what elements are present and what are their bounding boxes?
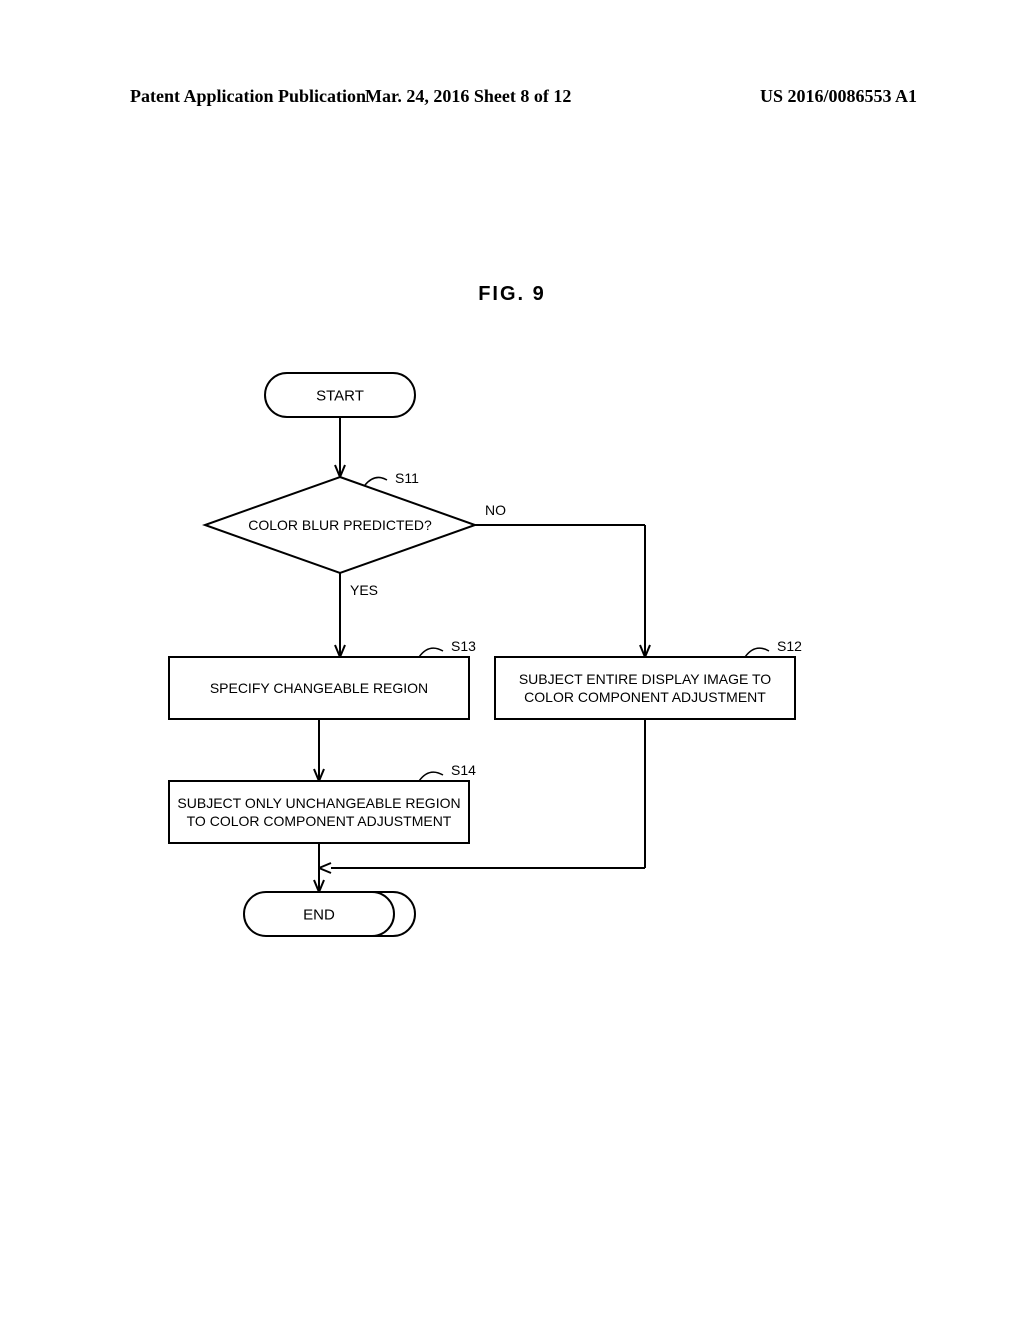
process-s14-step: S14 [451, 762, 476, 778]
process-s14-label-1: SUBJECT ONLY UNCHANGEABLE REGION [177, 795, 460, 811]
decision-s11-step: S11 [395, 470, 419, 486]
svg-text:END: END [303, 906, 335, 923]
process-s13-label: SPECIFY CHANGEABLE REGION [210, 680, 428, 696]
start-node-label: START [316, 387, 364, 404]
label-yes: YES [350, 582, 378, 598]
process-s12-label-2: COLOR COMPONENT ADJUSTMENT [524, 689, 766, 705]
figure-title: FIG. 9 [478, 283, 546, 305]
flowchart-figure: FIG. 9 START COLOR BLUR PREDICTED? S11 SPECI… [0, 0, 1024, 1320]
process-s12 [495, 657, 795, 719]
page: Patent Application Publication Mar. 24, … [0, 0, 1024, 1320]
process-s14-label-2: TO COLOR COMPONENT ADJUSTMENT [187, 813, 452, 829]
process-s12-step: S12 [777, 638, 802, 654]
label-no: NO [485, 502, 506, 518]
process-s13-step: S13 [451, 638, 476, 654]
process-s12-label-1: SUBJECT ENTIRE DISPLAY IMAGE TO [519, 671, 771, 687]
process-s14 [169, 781, 469, 843]
decision-s11-label: COLOR BLUR PREDICTED? [248, 517, 432, 533]
